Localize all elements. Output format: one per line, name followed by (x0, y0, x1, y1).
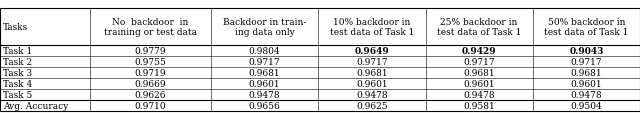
Text: 0.9717: 0.9717 (356, 57, 388, 66)
Text: 0.9669: 0.9669 (134, 79, 166, 88)
Text: 0.9504: 0.9504 (570, 101, 602, 110)
Text: 0.9478: 0.9478 (249, 90, 280, 99)
Text: 0.9681: 0.9681 (463, 68, 495, 77)
Text: 0.9719: 0.9719 (134, 68, 166, 77)
Text: Task 5: Task 5 (3, 90, 32, 99)
Text: 0.9601: 0.9601 (463, 79, 495, 88)
Text: 0.9429: 0.9429 (462, 47, 497, 55)
Text: Task 1: Task 1 (3, 47, 32, 55)
Text: 0.9717: 0.9717 (463, 57, 495, 66)
Text: 0.9656: 0.9656 (249, 101, 280, 110)
Text: 0.9681: 0.9681 (571, 68, 602, 77)
Text: 0.9478: 0.9478 (571, 90, 602, 99)
Text: Tasks: Tasks (3, 23, 28, 32)
Text: Task 3: Task 3 (3, 68, 32, 77)
Text: 0.9625: 0.9625 (356, 101, 388, 110)
Text: 0.9804: 0.9804 (249, 47, 280, 55)
Text: 0.9681: 0.9681 (249, 68, 280, 77)
Text: 0.9601: 0.9601 (249, 79, 280, 88)
Text: 0.9717: 0.9717 (571, 57, 602, 66)
Text: 10% backdoor in
test data of Task 1: 10% backdoor in test data of Task 1 (330, 18, 414, 37)
Text: 0.9043: 0.9043 (569, 47, 604, 55)
Text: 0.9478: 0.9478 (463, 90, 495, 99)
Text: Task 2: Task 2 (3, 57, 32, 66)
Text: 0.9626: 0.9626 (135, 90, 166, 99)
Text: 0.9601: 0.9601 (571, 79, 602, 88)
Text: Avg. Accuracy: Avg. Accuracy (3, 101, 68, 110)
Text: 0.9717: 0.9717 (249, 57, 280, 66)
Text: 0.9681: 0.9681 (356, 68, 388, 77)
Text: Backdoor in train-
ing data only: Backdoor in train- ing data only (223, 18, 307, 37)
Text: 0.9478: 0.9478 (356, 90, 388, 99)
Text: 0.9649: 0.9649 (355, 47, 389, 55)
Text: 50% backdoor in
test data of Task 1: 50% backdoor in test data of Task 1 (544, 18, 628, 37)
Text: Task 4: Task 4 (3, 79, 32, 88)
Text: 0.9581: 0.9581 (463, 101, 495, 110)
Text: 0.9779: 0.9779 (134, 47, 166, 55)
Text: No  backdoor  in
training or test data: No backdoor in training or test data (104, 18, 197, 37)
Text: 25% backdoor in
test data of Task 1: 25% backdoor in test data of Task 1 (437, 18, 522, 37)
Text: 0.9710: 0.9710 (134, 101, 166, 110)
Text: 0.9601: 0.9601 (356, 79, 388, 88)
Text: 0.9755: 0.9755 (134, 57, 166, 66)
